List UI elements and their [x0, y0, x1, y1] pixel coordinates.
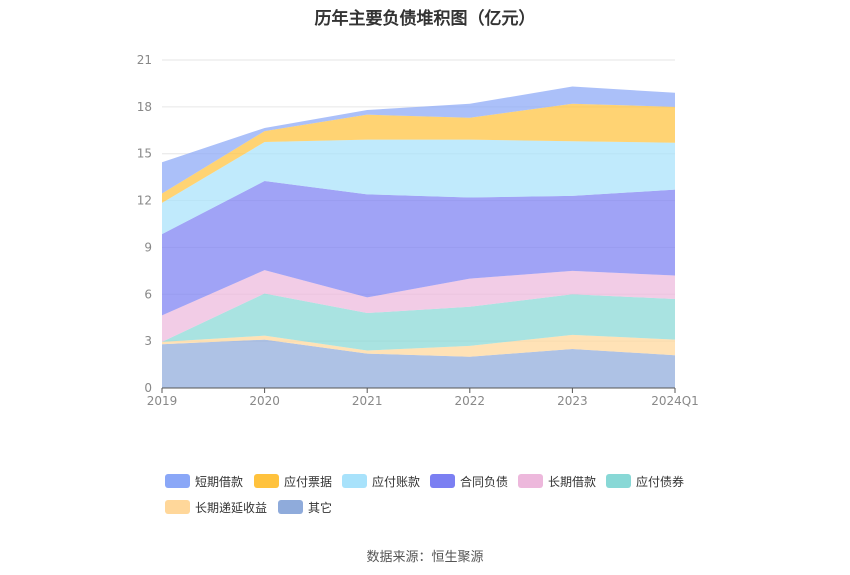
legend-swatch: [278, 500, 303, 514]
x-tick-label: 2024Q1: [651, 394, 699, 408]
legend-swatch: [165, 474, 190, 488]
legend-label: 应付票据: [284, 474, 333, 489]
y-tick-label: 18: [137, 100, 152, 114]
x-tick-label: 2021: [352, 394, 383, 408]
legend-item[interactable]: 应付债券: [606, 472, 684, 490]
area-series-应付账款: [162, 139, 675, 235]
legend-item[interactable]: 应付账款: [342, 472, 420, 490]
y-tick-label: 3: [144, 334, 152, 348]
data-source: 数据来源：恒生聚源: [366, 550, 484, 565]
legend-label: 应付债券: [636, 474, 685, 489]
legend-swatch: [518, 474, 543, 488]
area-series-其它: [162, 339, 675, 388]
legend-item[interactable]: 长期递延收益: [165, 498, 267, 516]
legend-label: 短期借款: [195, 474, 244, 489]
y-tick-label: 9: [144, 240, 152, 254]
x-tick-label: 2022: [455, 394, 486, 408]
area-series-长期借款: [162, 270, 675, 342]
y-tick-label: 15: [137, 147, 152, 161]
legend-swatch: [606, 474, 631, 488]
legend-label: 合同负债: [460, 474, 509, 489]
legend-item[interactable]: 长期借款: [518, 472, 596, 490]
legend-label: 其它: [308, 500, 333, 515]
legend-swatch: [165, 500, 190, 514]
legend-label: 长期递延收益: [195, 500, 268, 515]
area-series-应付票据: [162, 103, 675, 203]
legend-item[interactable]: 应付票据: [254, 472, 332, 490]
area-series-长期递延收益: [162, 334, 675, 357]
legend-label: 应付账款: [372, 474, 421, 489]
x-tick-label: 2019: [147, 394, 178, 408]
legend-label: 长期借款: [548, 474, 597, 489]
legend-item[interactable]: 短期借款: [165, 472, 243, 490]
y-tick-label: 6: [144, 287, 152, 301]
legend-swatch: [342, 474, 367, 488]
legend-swatch: [430, 474, 455, 488]
x-tick-label: 2020: [249, 394, 280, 408]
legend-item[interactable]: 其它: [278, 498, 332, 516]
stacked-area-chart: 0 3 6 9 12 15 18 21 2019 2020 2021 2022 2023 2024Q1: [137, 53, 699, 408]
area-series-短期借款: [162, 86, 675, 194]
y-tick-label: 21: [137, 53, 152, 67]
y-tick-label: 0: [144, 381, 152, 395]
area-series-应付债券: [162, 293, 675, 351]
legend-swatch: [254, 474, 279, 488]
chart-title: 历年主要负债堆积图（亿元）: [314, 9, 536, 29]
area-series-合同负债: [162, 181, 675, 316]
legend-item[interactable]: 合同负债: [430, 472, 508, 490]
x-tick-label: 2023: [557, 394, 588, 408]
y-tick-label: 12: [137, 194, 152, 208]
